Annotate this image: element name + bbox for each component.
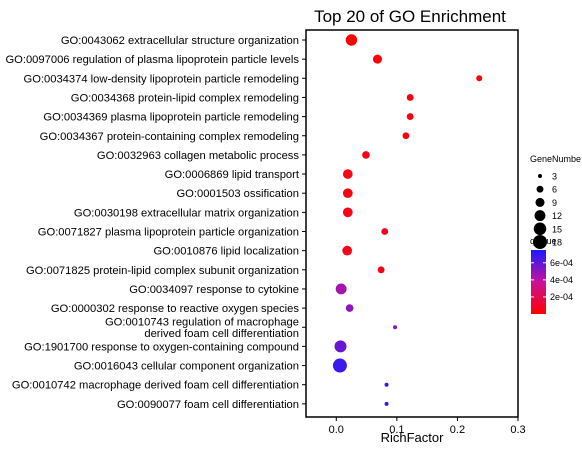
data-point xyxy=(406,113,414,121)
y-tick-label: GO:0010742 macrophage derived foam cell … xyxy=(12,380,299,392)
size-legend: GeneNumbe 3 6 9 12 15 18 xyxy=(530,154,581,249)
plot-frame xyxy=(305,29,519,418)
y-tick-label: GO:0032963 collagen metabolic process xyxy=(97,150,300,162)
color-legend-label: 2e-04 xyxy=(550,292,573,302)
y-tick-label: GO:0097006 regulation of plasma lipoprot… xyxy=(5,54,299,66)
data-point xyxy=(342,169,353,179)
size-legend-label: 3 xyxy=(552,172,557,182)
y-axis-labels: GO:0043062 extracellular structure organ… xyxy=(5,35,299,411)
data-points xyxy=(332,34,483,406)
size-legend-dot xyxy=(534,210,546,222)
y-tick-label: GO:1901700 response to oxygen-containing… xyxy=(24,341,299,353)
y-tick-label: GO:0034369 plasma lipoprotein particle r… xyxy=(43,112,299,124)
data-point xyxy=(384,401,389,406)
y-tick-label: GO:0034368 protein-lipid complex remodel… xyxy=(71,92,299,104)
x-tick-label: 0.1 xyxy=(389,424,404,436)
size-legend-dot xyxy=(538,174,542,178)
x-axis: 0.0 0.1 0.2 0.3 xyxy=(329,417,526,436)
color-legend-label: 4e-04 xyxy=(550,275,573,285)
color-legend-title: qvalue xyxy=(530,236,557,246)
data-point xyxy=(345,304,354,312)
data-point xyxy=(372,54,383,64)
size-legend-label: 18 xyxy=(552,238,562,248)
color-legend: qvalue 2e-04 4e-04 6e-04 xyxy=(530,236,573,314)
size-legend-dot xyxy=(535,197,545,207)
data-point xyxy=(384,382,389,387)
y-tick-label: GO:0006869 lipid transport xyxy=(165,169,300,181)
x-axis-label: RichFactor xyxy=(381,430,445,445)
y-tick-label: GO:0010876 lipid localization xyxy=(153,246,299,258)
data-point xyxy=(476,75,483,82)
size-legend-dot xyxy=(533,222,547,236)
y-tick-label: GO:0034374 low-density lipoprotein parti… xyxy=(24,73,300,85)
size-legend-label: 6 xyxy=(552,185,557,195)
size-legend-title: GeneNumbe xyxy=(530,154,581,164)
y-tick-label: GO:0000302 response to reactive oxygen s… xyxy=(51,303,300,315)
data-point xyxy=(342,207,353,218)
data-point xyxy=(393,325,398,330)
y-axis-ticks xyxy=(302,39,306,405)
y-tick-label: GO:0043062 extracellular structure organ… xyxy=(61,35,299,47)
data-point xyxy=(342,188,353,199)
data-point xyxy=(402,132,410,140)
data-point xyxy=(332,358,347,373)
y-tick-label: GO:0034097 response to cytokine xyxy=(129,284,299,296)
data-point xyxy=(362,151,370,159)
data-point xyxy=(381,228,389,235)
size-legend-dot xyxy=(536,185,544,193)
y-tick-label: GO:0010743 regulation of macrophage deriv… xyxy=(105,317,299,341)
x-tick-label: 0.0 xyxy=(329,424,344,436)
y-tick-label: GO:0071827 plasma lipoprotein particle o… xyxy=(38,227,299,239)
size-legend-dot xyxy=(533,235,547,249)
y-tick-label: GO:0071825 protein-lipid complex subunit… xyxy=(26,265,299,277)
y-tick-label: GO:0030198 extracellular matrix organiza… xyxy=(74,207,299,219)
x-tick-label: 0.2 xyxy=(450,424,465,436)
size-legend-label: 12 xyxy=(552,211,562,221)
color-legend-bar xyxy=(531,250,546,314)
data-point xyxy=(345,34,358,46)
data-point xyxy=(335,283,347,295)
y-tick-label: GO:0001503 ossification xyxy=(176,188,299,200)
data-point xyxy=(377,266,385,274)
y-tick-label: GO:0034367 protein-containing complex re… xyxy=(40,131,299,143)
chart-title: Top 20 of GO Enrichment xyxy=(314,7,506,26)
data-point xyxy=(406,94,414,101)
data-point xyxy=(334,340,347,353)
x-tick-label: 0.3 xyxy=(510,424,525,436)
size-legend-label: 9 xyxy=(552,198,557,208)
size-legend-label: 15 xyxy=(552,224,562,234)
data-point xyxy=(342,245,353,256)
y-tick-label: GO:0016043 cellular component organizati… xyxy=(74,361,299,373)
y-tick-label: GO:0090077 foam cell differentiation xyxy=(117,399,299,411)
color-legend-label: 6e-04 xyxy=(550,258,573,268)
